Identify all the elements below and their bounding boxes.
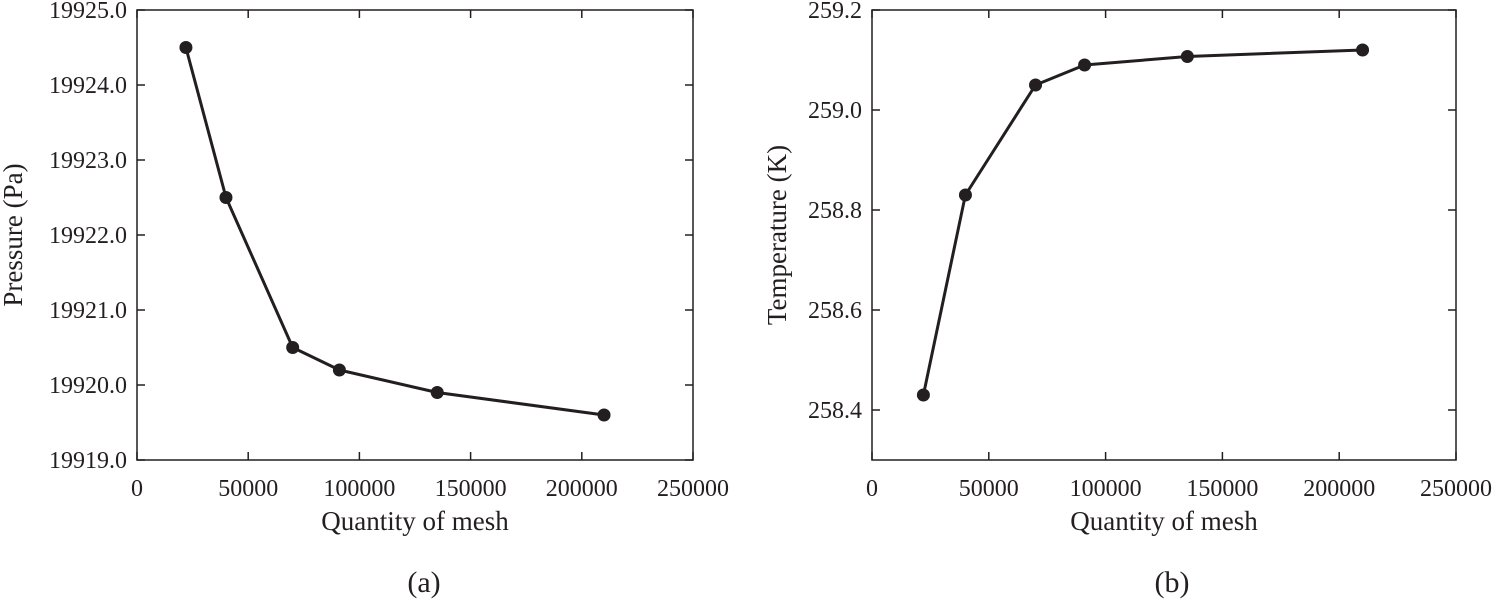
x-tick-label-b-4: 200000	[1303, 476, 1375, 502]
y-tick-label-b-2: 258.8	[808, 198, 862, 224]
y-tick-label-b-0: 258.4	[808, 398, 862, 424]
plot-frame-b	[871, 9, 1457, 461]
x-tick-label-a-3: 150000	[435, 476, 507, 502]
x-axis-label-b: Quantity of mesh	[1070, 506, 1258, 536]
y-axis-label-b: Temperature (K)	[762, 145, 792, 325]
x-tick-label-b-2: 100000	[1070, 476, 1142, 502]
data-point-a-0	[179, 41, 193, 54]
series-a	[179, 41, 611, 422]
data-point-a-4	[430, 386, 444, 399]
x-axis-label-a: Quantity of mesh	[321, 506, 509, 536]
x-tick-label-b-5: 250000	[1420, 476, 1492, 502]
x-tick-label-a-4: 200000	[546, 476, 618, 502]
chart-panel-b: 258.4 258.6 258.8 259.0 259.2 0 50000 100000 15…	[762, 0, 1492, 599]
y-tick-label-b-4: 259.2	[808, 0, 862, 24]
x-ticks-b: 0 50000 100000 150000 200000 250000	[866, 10, 1492, 502]
panel-label-a: (a)	[407, 566, 440, 599]
y-axis-label-a: Pressure (Pa)	[0, 163, 28, 306]
y-tick-label-b-1: 258.6	[808, 298, 862, 324]
data-point-b-4	[1180, 50, 1194, 63]
x-tick-label-a-1: 50000	[218, 476, 278, 502]
y-ticks-b: 258.4 258.6 258.8 259.0 259.2	[808, 0, 1456, 424]
x-tick-label-a-5: 250000	[657, 476, 729, 502]
panel-label-b: (b)	[1155, 566, 1190, 599]
chart-panel-a: 19919.0 19920.0 19921.0 19922.0 19923.0 19924…	[0, 0, 729, 599]
y-tick-label-b-3: 259.0	[808, 98, 862, 124]
x-tick-label-b-0: 0	[866, 476, 878, 502]
data-point-b-5	[1356, 43, 1370, 57]
data-point-a-1	[219, 191, 233, 204]
series-line-a-0	[184, 47, 605, 417]
data-point-b-1	[958, 188, 972, 202]
y-tick-label-a-4: 19923.0	[49, 148, 127, 174]
y-tick-label-a-2: 19921.0	[49, 298, 127, 324]
y-tick-label-a-0: 19919.0	[49, 448, 127, 474]
plot-frame-a	[136, 9, 694, 461]
x-tick-label-b-3: 150000	[1186, 476, 1258, 502]
series-line-b-0	[921, 48, 1363, 396]
data-point-a-3	[332, 363, 346, 377]
y-tick-label-a-5: 19924.0	[49, 73, 127, 99]
x-tick-label-b-1: 50000	[959, 476, 1019, 502]
data-point-b-3	[1078, 58, 1092, 72]
series-b	[916, 43, 1370, 402]
data-point-b-2	[1029, 78, 1043, 92]
y-tick-label-a-3: 19922.0	[49, 223, 127, 249]
x-tick-label-a-2: 100000	[323, 476, 395, 502]
y-tick-label-a-6: 19925.0	[49, 0, 127, 24]
data-point-a-5	[597, 408, 611, 422]
y-ticks-a: 19919.0 19920.0 19921.0 19922.0 19923.0 19924…	[49, 0, 693, 474]
y-tick-label-a-1: 19920.0	[49, 373, 127, 399]
x-ticks-a: 0 50000 100000 150000 200000 250000	[131, 10, 729, 502]
data-point-a-2	[286, 341, 300, 354]
data-point-b-0	[916, 388, 930, 402]
x-tick-label-a-0: 0	[131, 476, 143, 502]
